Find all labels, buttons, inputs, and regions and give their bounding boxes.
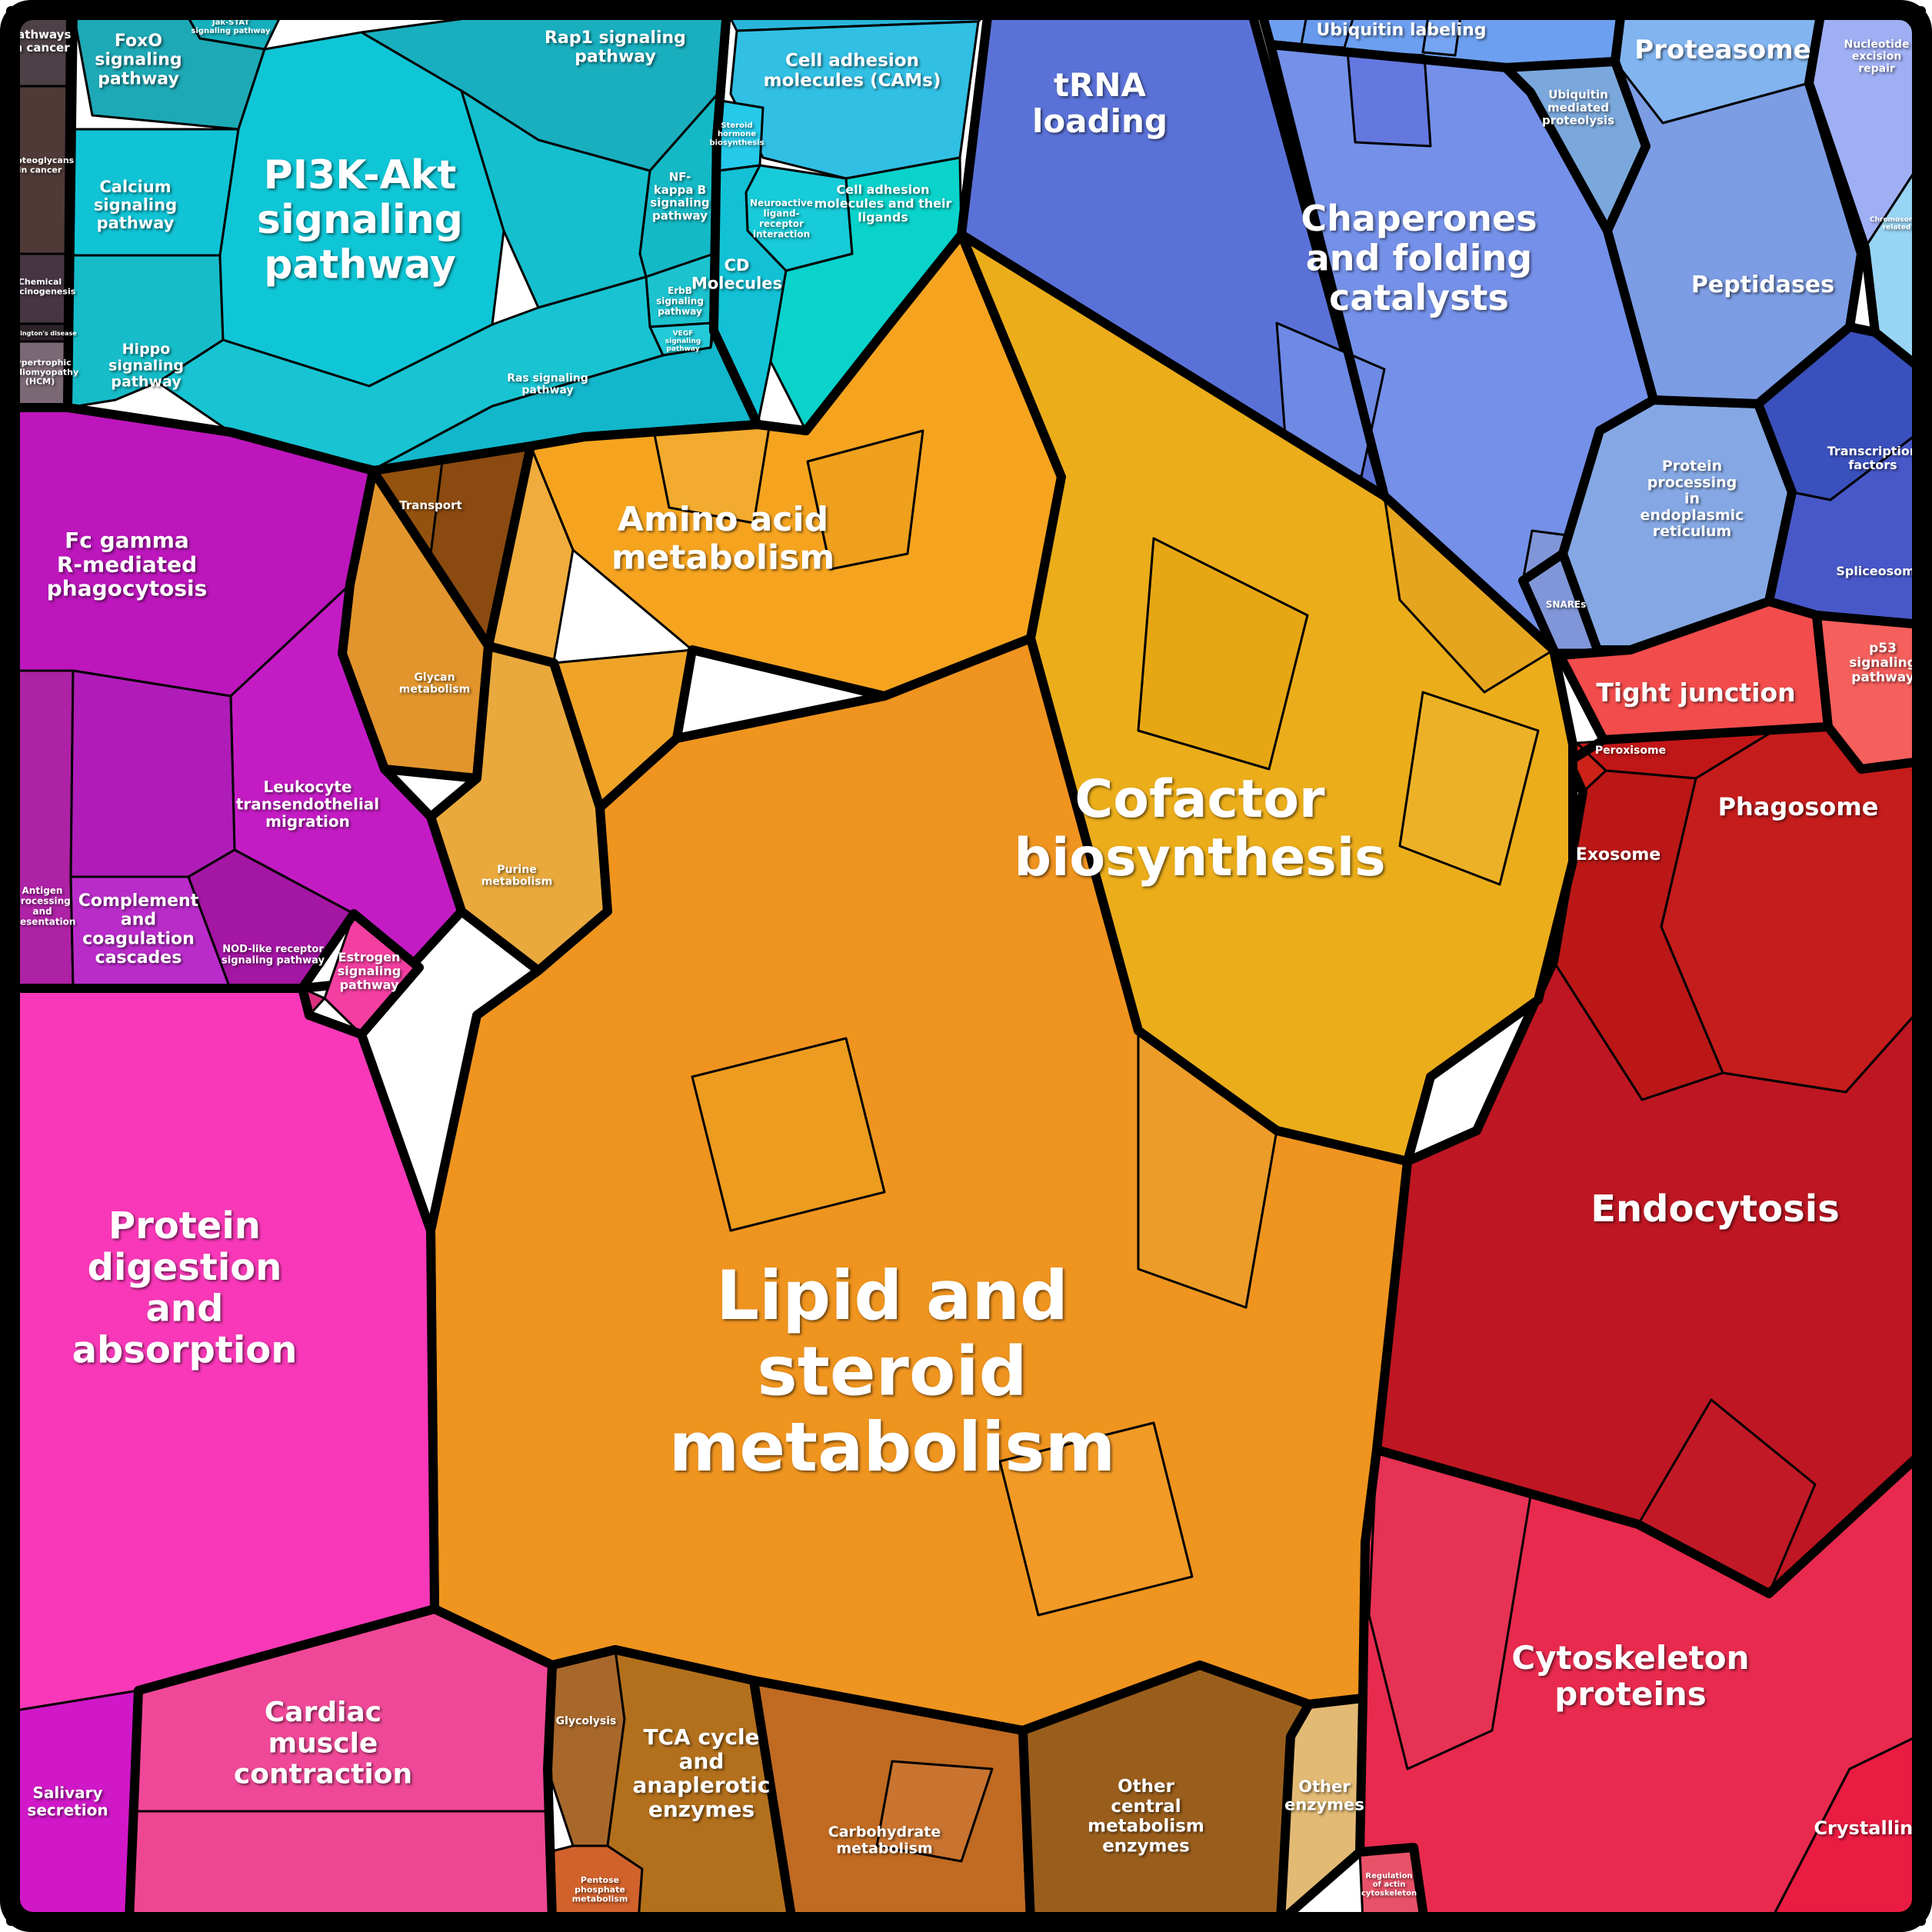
cell-amino-sub1[interactable] bbox=[652, 426, 771, 525]
cell-pi3k-akt[interactable] bbox=[218, 31, 505, 388]
cell-cardiac-lower[interactable] bbox=[128, 1810, 554, 1923]
cell-antigen-processing[interactable] bbox=[9, 669, 75, 988]
cell-salivary-secretion[interactable] bbox=[9, 1689, 140, 1923]
cell-lipid-sub2[interactable] bbox=[998, 1421, 1194, 1617]
cell-cyan-cell-1[interactable] bbox=[460, 89, 651, 309]
cell-steroid-hormone-biosynthesis[interactable] bbox=[715, 98, 764, 172]
group-other-enzymes bbox=[1276, 1694, 1367, 1926]
group-immune-system bbox=[6, 403, 466, 993]
cell-protein-digestion[interactable] bbox=[9, 987, 436, 1713]
cell-amino-sub2[interactable] bbox=[806, 429, 924, 571]
group-cell-adhesion bbox=[709, 6, 993, 435]
cell-chap-cell-dark[interactable] bbox=[1346, 49, 1432, 148]
cell-cofactor-sub3[interactable] bbox=[1398, 691, 1540, 886]
cell-cofactor-sub2[interactable] bbox=[1137, 537, 1309, 771]
group-glycolysis-tca bbox=[543, 1645, 797, 1926]
group-digestive-system bbox=[6, 984, 439, 1926]
cell-calcium[interactable] bbox=[72, 128, 240, 257]
cell-magenta-cell[interactable] bbox=[69, 669, 236, 878]
group-outline-other-enzymes bbox=[1276, 1694, 1367, 1926]
cell-carbohydrate-sub[interactable] bbox=[875, 1760, 994, 1863]
cell-lipid-sub1[interactable] bbox=[691, 1037, 886, 1232]
cell-cams[interactable] bbox=[729, 20, 980, 180]
cell-cyan-cell-2[interactable] bbox=[156, 275, 665, 469]
group-amino-acid-metabolism bbox=[484, 230, 1066, 812]
